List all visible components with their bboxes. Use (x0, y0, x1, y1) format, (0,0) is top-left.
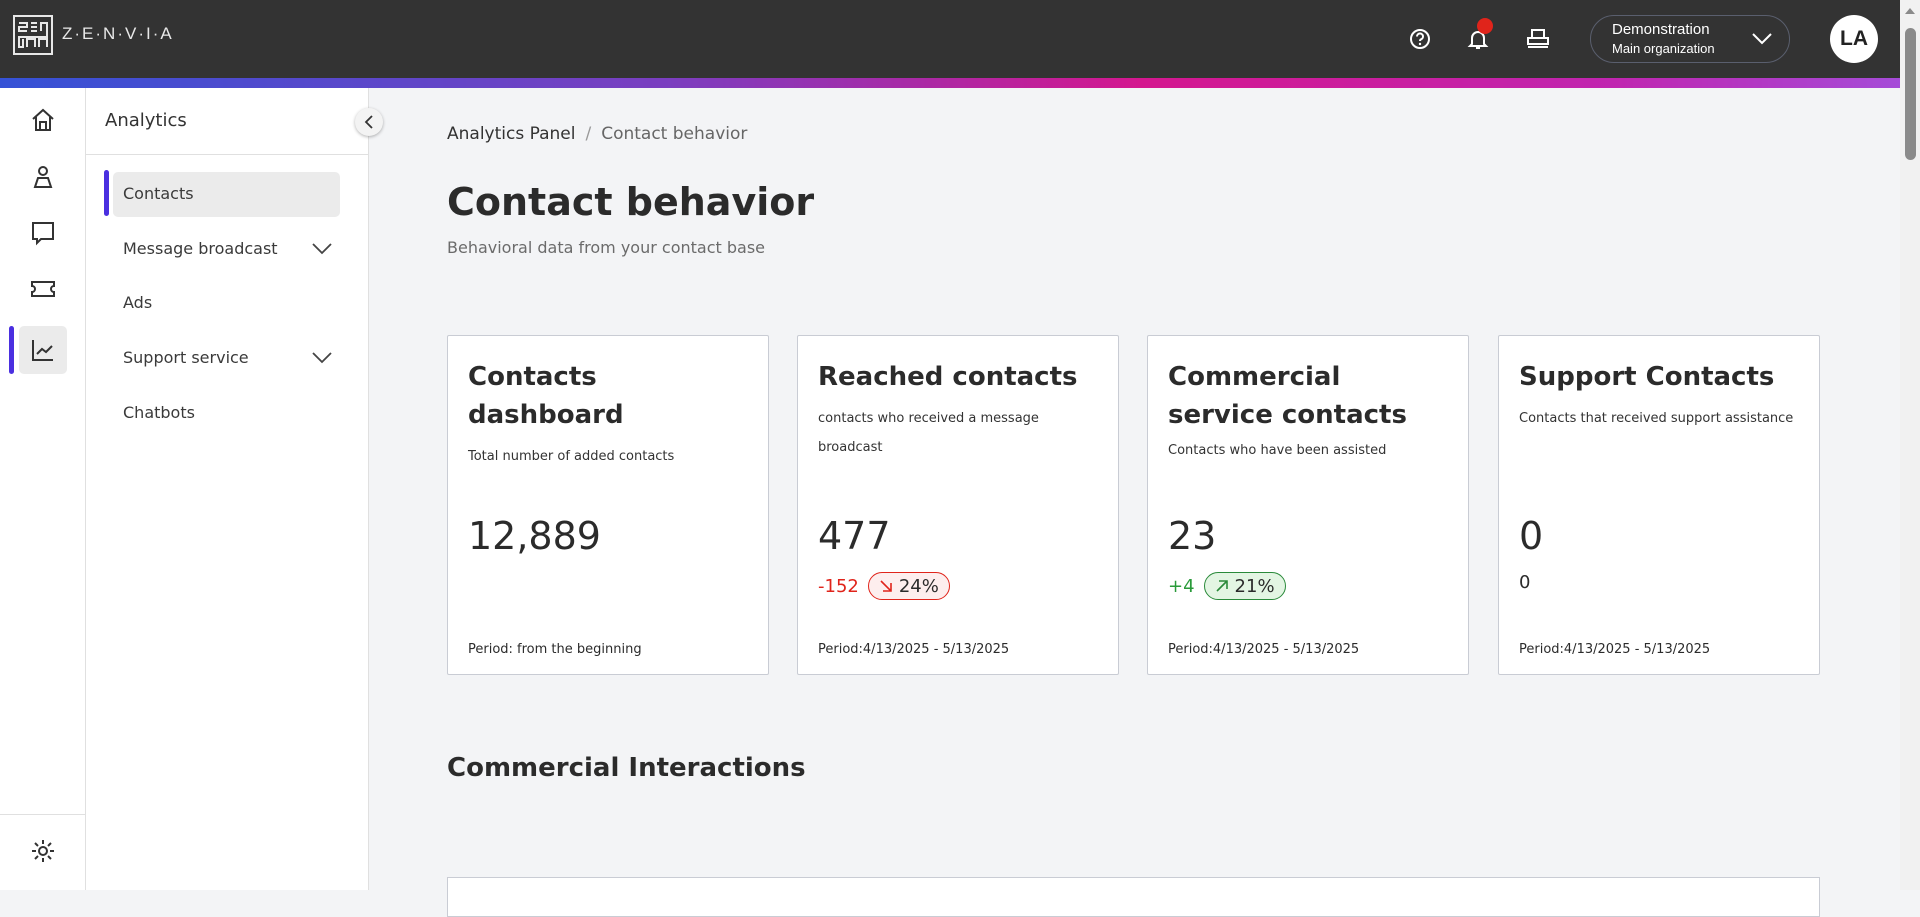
chevron-left-icon (364, 115, 373, 129)
delta-value: +4 (1168, 575, 1195, 597)
card-delta: 0 (1519, 572, 1530, 593)
card-value: 0 (1519, 514, 1544, 558)
delta-value: 0 (1519, 572, 1531, 593)
sidebar-item-label: Chatbots (123, 403, 195, 422)
person-icon[interactable] (19, 153, 67, 201)
card-period: Period:4/13/2025 - 5/13/2025 (818, 642, 1010, 657)
card-contacts-dashboard: Contacts dashboard Total number of added… (447, 335, 769, 675)
scroll-up-icon[interactable] (1905, 8, 1915, 14)
card-support-contacts: Support Contacts Contacts that received … (1498, 335, 1820, 675)
card-period: Period:4/13/2025 - 5/13/2025 (1168, 642, 1360, 657)
sidebar-item-message-broadcast[interactable]: Message broadcast (113, 227, 340, 272)
chat-icon[interactable] (19, 209, 67, 257)
chevron-down-icon (1752, 33, 1772, 45)
org-sub: Main organization (1612, 41, 1715, 56)
breadcrumb-root[interactable]: Analytics Panel (447, 124, 576, 144)
card-title: Commercial service contacts (1168, 362, 1407, 430)
active-indicator (104, 170, 109, 216)
help-icon[interactable] (1405, 24, 1435, 54)
sidebar-item-label: Support service (123, 348, 249, 367)
card-title: Reached contacts (818, 362, 1078, 392)
notification-dot (1477, 18, 1493, 34)
breadcrumb-separator: / (585, 124, 592, 144)
section-title: Commercial Interactions (447, 753, 806, 783)
card-value: 12,889 (468, 514, 601, 558)
page-subtitle: Behavioral data from your contact base (447, 238, 765, 257)
sidebar-title: Analytics (105, 110, 187, 131)
percent-badge: 24% (867, 572, 950, 600)
zenvia-logo[interactable] (13, 15, 53, 55)
card-period: Period:4/13/2025 - 5/13/2025 (1519, 642, 1711, 657)
sidebar-item-label: Message broadcast (123, 239, 278, 258)
percent-value: 24% (898, 575, 939, 597)
sidebar-item-contacts[interactable]: Contacts (113, 172, 340, 217)
card-delta: +4 21% (1168, 572, 1286, 600)
home-icon[interactable] (19, 96, 67, 144)
active-indicator (9, 326, 14, 374)
card-title: Support Contacts (1519, 362, 1775, 392)
card-description: Total number of added contacts (468, 449, 675, 464)
breadcrumb: Analytics Panel / Contact behavior (447, 124, 747, 144)
breadcrumb-current: Contact behavior (601, 124, 748, 144)
printer-icon[interactable] (1523, 24, 1553, 54)
divider (0, 814, 86, 815)
page-title: Contact behavior (447, 180, 815, 224)
chevron-down-icon (312, 243, 332, 255)
card-description: Contacts who have been assisted (1168, 443, 1387, 458)
card-commercial-service-contacts: Commercial service contacts Contacts who… (1147, 335, 1469, 675)
delta-value: -152 (818, 575, 859, 597)
scrollbar-thumb[interactable] (1905, 28, 1916, 160)
sidebar-item-label: Contacts (123, 184, 194, 203)
chevron-down-icon (312, 352, 332, 364)
top-bar: Z·E·N·V·I·A Demonstration Main organizat… (0, 0, 1900, 78)
arrow-down-right-icon (880, 580, 892, 592)
main-content: Analytics Panel / Contact behavior Contact… (370, 88, 1900, 917)
percent-value: 21% (1234, 575, 1275, 597)
sidebar-item-label: Ads (123, 293, 153, 312)
sidebar-item-ads[interactable]: Ads (113, 281, 340, 326)
scrollbar[interactable] (1900, 0, 1920, 890)
card-title: Contacts dashboard (468, 362, 624, 430)
card-period: Period: from the beginning (468, 642, 642, 657)
sidebar-item-chatbots[interactable]: Chatbots (113, 391, 340, 436)
org-name: Demonstration (1612, 21, 1710, 38)
brand-gradient-bar (0, 78, 1900, 88)
sidebar: Analytics Contacts Message broadcast Ads… (86, 88, 369, 890)
card-description: contacts who received a message broadcas… (818, 411, 1039, 455)
organization-selector[interactable]: Demonstration Main organization (1590, 15, 1790, 63)
commercial-interactions-panel (447, 877, 1820, 917)
card-description: Contacts that received support assistanc… (1519, 411, 1794, 426)
brand-name: Z·E·N·V·I·A (62, 24, 174, 43)
icon-rail (0, 88, 86, 890)
percent-badge: 21% (1203, 572, 1286, 600)
arrow-up-right-icon (1215, 580, 1228, 592)
chart-icon[interactable] (19, 326, 67, 374)
sidebar-item-support-service[interactable]: Support service (113, 336, 340, 381)
collapse-sidebar-button[interactable] (355, 108, 383, 136)
gear-icon[interactable] (19, 827, 67, 875)
divider (86, 154, 369, 155)
card-value: 23 (1168, 514, 1217, 558)
card-delta: -152 24% (818, 572, 950, 600)
card-reached-contacts: Reached contacts contacts who received a… (797, 335, 1119, 675)
avatar[interactable]: LA (1830, 15, 1878, 63)
card-value: 477 (818, 514, 891, 558)
ticket-icon[interactable] (19, 265, 67, 313)
